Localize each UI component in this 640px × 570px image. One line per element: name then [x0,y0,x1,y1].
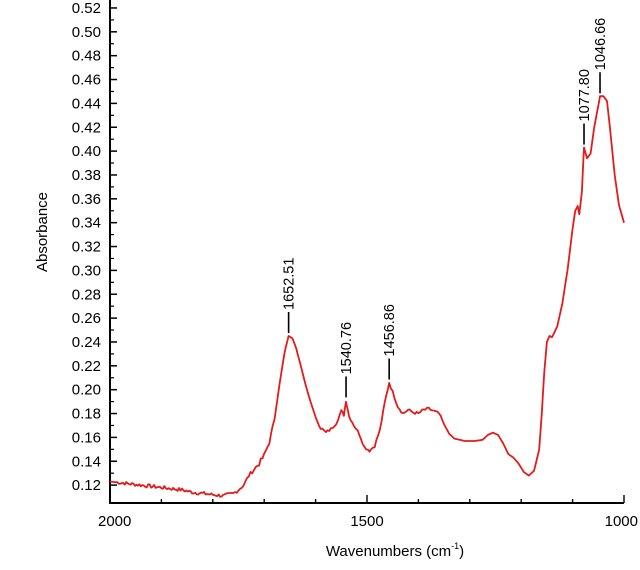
y-tick-label: 0.24 [72,334,101,351]
peak-label: 1652.51 [282,258,298,310]
y-tick-label: 0.26 [72,310,101,327]
x-axis-title-superscript: -1 [451,541,459,551]
spectrum-line [109,95,625,498]
x-tick-label: 1500 [350,513,383,530]
y-tick-label: 0.14 [72,453,101,470]
y-tick-label: 0.52 [72,0,101,17]
x-axis-title-close: ) [459,543,464,560]
x-axis-title-main: Wavenumbers (cm [326,543,451,560]
peak-label: 1456.86 [382,304,398,356]
y-axis-title: Absorbance [34,192,51,272]
y-tick-label: 0.20 [72,382,101,399]
peak-label: 1540.76 [339,322,355,374]
x-tick-label: 1000 [605,513,638,530]
y-tick-label: 0.28 [72,286,101,303]
y-tick-label: 0.36 [72,191,101,208]
y-tick-label: 0.44 [72,95,101,112]
y-tick-label: 0.34 [72,215,101,232]
y-axis: 0.12 0.14 0.16 0.18 0.20 0.22 0.24 0.26 0.28 0.30… [72,0,117,503]
y-tick-label: 0.32 [72,239,101,256]
y-tick-label: 0.22 [72,358,101,375]
y-tick-label: 0.38 [72,167,101,184]
x-tick-label: 2000 [98,513,131,530]
y-tick-label: 0.46 [72,72,101,89]
y-tick-label: 0.50 [72,24,101,41]
y-tick-label: 0.16 [72,429,101,446]
peak-label: 1046.66 [593,18,609,70]
y-tick-label: 0.12 [72,477,101,494]
y-tick-label: 0.48 [72,48,101,65]
y-tick-label: 0.40 [72,143,101,160]
y-tick-label: 0.18 [72,406,101,423]
x-axis: 2000 1500 1000 [98,495,638,530]
x-axis-title: Wavenumbers (cm-1) [326,541,464,560]
peak-label: 1077.80 [577,69,593,121]
y-tick-label: 0.42 [72,119,101,136]
y-tick-label: 0.30 [72,262,101,279]
